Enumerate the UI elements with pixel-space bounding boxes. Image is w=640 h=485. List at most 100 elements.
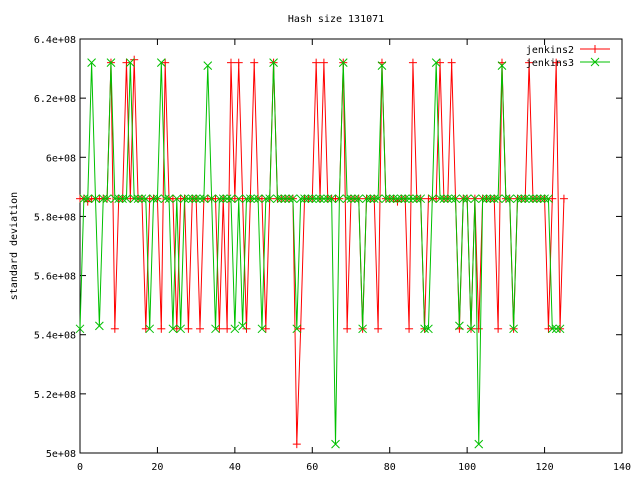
data-point-jenkins3 bbox=[513, 194, 522, 204]
legend-label-jenkins2: jenkins2 bbox=[526, 45, 574, 56]
data-point-jenkins3 bbox=[137, 194, 147, 204]
data-point-jenkins3 bbox=[520, 194, 530, 204]
data-point-jenkins2 bbox=[172, 324, 181, 333]
y-tick-label: 5e+08 bbox=[46, 449, 76, 460]
data-point-jenkins2 bbox=[184, 324, 193, 333]
data-point-jenkins2 bbox=[447, 58, 456, 67]
data-point-jenkins3 bbox=[129, 194, 139, 204]
series-layer bbox=[75, 55, 568, 449]
data-point-jenkins2 bbox=[223, 324, 232, 333]
x-tick-label: 0 bbox=[77, 462, 83, 473]
data-point-jenkins3 bbox=[284, 194, 294, 204]
data-point-jenkins3 bbox=[133, 194, 143, 204]
data-point-jenkins2 bbox=[374, 324, 383, 333]
data-point-jenkins3 bbox=[176, 324, 186, 334]
data-point-jenkins2 bbox=[408, 58, 417, 67]
data-point-jenkins3 bbox=[470, 194, 480, 204]
data-point-jenkins3 bbox=[424, 324, 433, 334]
x-tick-label: 60 bbox=[306, 462, 318, 473]
data-point-jenkins3 bbox=[358, 324, 367, 334]
legend-marker-jenkins3 bbox=[590, 57, 600, 67]
data-point-jenkins3 bbox=[369, 194, 379, 204]
y-axis-label: standard deviation bbox=[9, 192, 20, 300]
series-line-jenkins3 bbox=[79, 62, 561, 445]
data-point-jenkins3 bbox=[106, 58, 116, 68]
data-point-jenkins2 bbox=[238, 194, 247, 203]
data-point-jenkins2 bbox=[215, 324, 224, 333]
data-point-jenkins2 bbox=[211, 194, 220, 203]
data-point-jenkins3 bbox=[311, 194, 321, 204]
y-axis-ticks: 5e+08 5.2e+08 5.4e+08 5.6e+08 5.8e+08 6e+08 6.… bbox=[34, 35, 622, 460]
data-point-jenkins3 bbox=[385, 194, 395, 204]
data-point-jenkins3 bbox=[195, 194, 205, 204]
data-point-jenkins3 bbox=[257, 324, 267, 334]
data-point-jenkins3 bbox=[466, 324, 476, 334]
data-point-jenkins3 bbox=[184, 194, 193, 204]
data-point-jenkins3 bbox=[168, 324, 178, 334]
y-tick-label: 6e+08 bbox=[46, 153, 76, 164]
data-point-jenkins3 bbox=[300, 194, 309, 204]
data-point-jenkins3 bbox=[551, 324, 561, 334]
data-point-jenkins2 bbox=[432, 194, 441, 203]
data-point-jenkins3 bbox=[187, 194, 197, 204]
data-point-jenkins3 bbox=[366, 194, 375, 204]
data-point-jenkins3 bbox=[408, 194, 418, 204]
data-point-jenkins3 bbox=[427, 194, 437, 204]
data-point-jenkins3 bbox=[160, 194, 170, 204]
data-point-jenkins3 bbox=[211, 324, 220, 334]
data-point-jenkins2 bbox=[261, 324, 270, 333]
x-axis-ticks: 0 20 40 60 80 100 120 140 bbox=[77, 39, 631, 473]
data-point-jenkins2 bbox=[110, 324, 119, 333]
data-point-jenkins3 bbox=[145, 324, 155, 334]
data-point-jenkins3 bbox=[122, 194, 131, 204]
data-point-jenkins3 bbox=[75, 324, 85, 334]
y-tick-label: 5.6e+08 bbox=[34, 272, 76, 283]
data-point-jenkins3 bbox=[489, 194, 499, 204]
data-point-jenkins2 bbox=[157, 324, 166, 333]
data-point-jenkins3 bbox=[462, 194, 472, 204]
data-point-jenkins2 bbox=[230, 194, 239, 203]
data-point-jenkins2 bbox=[242, 324, 251, 333]
data-point-jenkins2 bbox=[296, 324, 305, 333]
data-point-jenkins3 bbox=[280, 194, 290, 204]
data-point-jenkins2 bbox=[292, 440, 301, 449]
data-point-jenkins3 bbox=[307, 194, 317, 204]
data-point-jenkins3 bbox=[451, 194, 460, 204]
data-point-jenkins2 bbox=[168, 194, 177, 203]
data-point-jenkins3 bbox=[265, 194, 275, 204]
data-point-jenkins3 bbox=[396, 194, 406, 204]
data-point-jenkins3 bbox=[400, 194, 410, 204]
data-point-jenkins3 bbox=[509, 324, 518, 334]
data-point-jenkins3 bbox=[435, 194, 445, 204]
data-point-jenkins3 bbox=[393, 194, 402, 204]
legend-marker-jenkins2 bbox=[591, 45, 599, 53]
data-point-jenkins3 bbox=[230, 324, 240, 334]
data-point-jenkins3 bbox=[458, 194, 468, 204]
data-point-jenkins2 bbox=[250, 58, 259, 67]
data-point-jenkins3 bbox=[335, 194, 344, 204]
series-jenkins2 bbox=[76, 55, 568, 449]
data-point-jenkins2 bbox=[552, 58, 561, 67]
x-tick-label: 20 bbox=[151, 462, 163, 473]
series-line-jenkins2 bbox=[80, 59, 565, 445]
data-point-jenkins3 bbox=[207, 194, 216, 204]
data-point-jenkins3 bbox=[416, 194, 426, 204]
data-point-jenkins2 bbox=[494, 324, 503, 333]
data-point-jenkins2 bbox=[474, 324, 483, 333]
data-point-jenkins3 bbox=[486, 194, 495, 204]
legend: jenkins2 jenkins3 bbox=[526, 45, 610, 69]
data-point-jenkins3 bbox=[304, 194, 313, 204]
data-point-jenkins2 bbox=[130, 55, 139, 64]
data-point-jenkins3 bbox=[404, 194, 414, 204]
data-point-jenkins3 bbox=[373, 194, 383, 204]
data-point-jenkins3 bbox=[346, 194, 356, 204]
data-point-jenkins3 bbox=[532, 194, 542, 204]
data-point-jenkins2 bbox=[196, 324, 205, 333]
data-point-jenkins3 bbox=[431, 58, 441, 68]
data-point-jenkins3 bbox=[524, 194, 534, 204]
data-point-jenkins3 bbox=[342, 194, 352, 204]
data-point-jenkins3 bbox=[164, 194, 174, 204]
data-point-jenkins2 bbox=[525, 58, 534, 67]
data-point-jenkins3 bbox=[114, 194, 124, 204]
plot-frame bbox=[79, 38, 623, 454]
